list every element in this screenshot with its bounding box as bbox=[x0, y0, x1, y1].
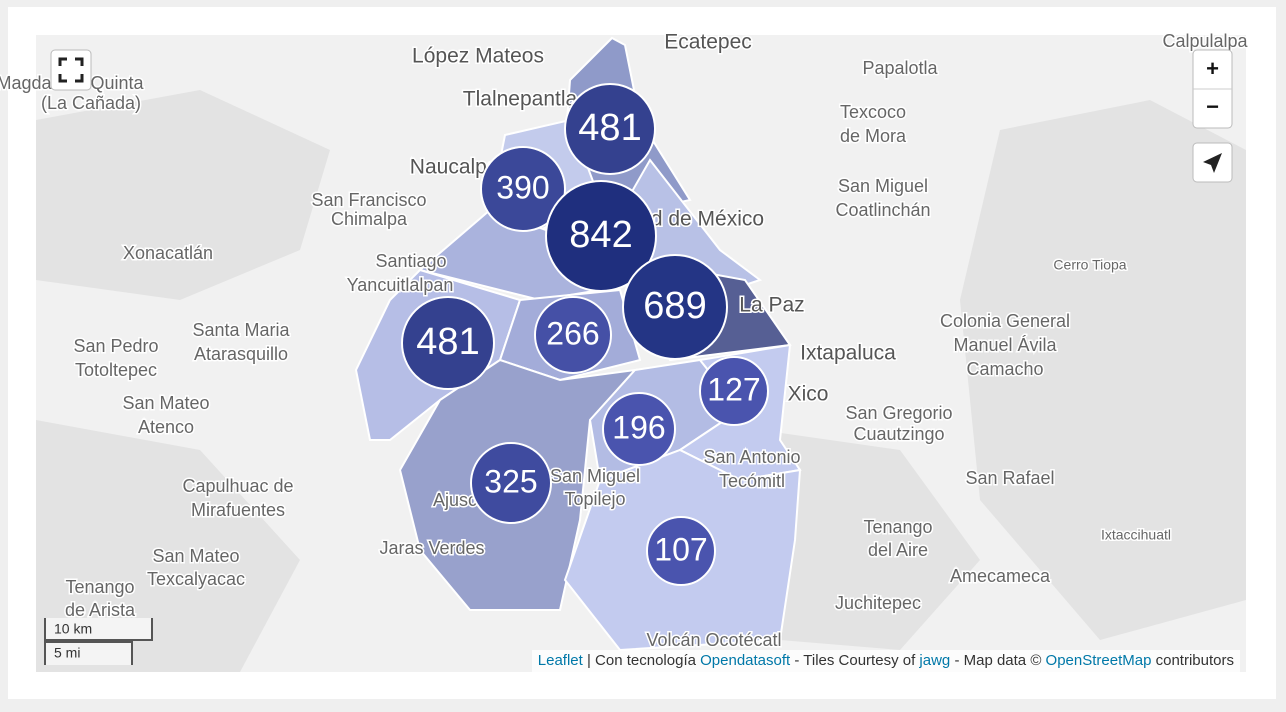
attr-text: - Map data © bbox=[950, 652, 1046, 669]
scale: 10 km 5 mi bbox=[44, 618, 153, 665]
cluster-marker[interactable] bbox=[545, 180, 657, 292]
place-label: San Mateo bbox=[122, 393, 209, 413]
scale-metric: 10 km bbox=[54, 621, 92, 637]
cluster-marker[interactable] bbox=[534, 296, 612, 374]
place-label: Ixtapaluca bbox=[800, 342, 896, 365]
cluster-count: 390 bbox=[496, 169, 549, 205]
place-label: Tenango bbox=[863, 517, 932, 537]
cluster-count: 266 bbox=[546, 315, 599, 351]
place-label: Ecatepec bbox=[664, 31, 752, 54]
locate-icon bbox=[1203, 153, 1222, 173]
attr-text: contributors bbox=[1151, 652, 1234, 669]
cluster-count: 127 bbox=[707, 371, 760, 407]
terrain bbox=[36, 90, 1246, 672]
cluster-count: 689 bbox=[643, 285, 706, 327]
place-label: Camacho bbox=[966, 359, 1043, 379]
place-label: Tlalnepantla bbox=[463, 88, 578, 111]
place-label: Capulhuac de bbox=[182, 476, 293, 496]
cluster-count: 325 bbox=[484, 463, 537, 499]
place-label: San Gregorio bbox=[845, 403, 952, 423]
cluster-marker[interactable] bbox=[480, 146, 566, 232]
scale-imperial-bar bbox=[44, 641, 133, 665]
place-label: Jaras Verdes bbox=[379, 538, 484, 558]
place-label: Texcoco bbox=[840, 102, 906, 122]
place-label: San Rafael bbox=[965, 468, 1054, 488]
cluster-marker[interactable] bbox=[699, 356, 769, 426]
attr-text: | Con tecnología bbox=[582, 652, 701, 669]
cluster-marker[interactable] bbox=[646, 516, 716, 586]
place-label: Chimalpa bbox=[331, 209, 408, 229]
scale-imperial: 5 mi bbox=[54, 645, 80, 661]
zoom-out[interactable]: − bbox=[1206, 94, 1219, 119]
place-label: de Mora bbox=[840, 126, 907, 146]
place-label: Amecameca bbox=[950, 566, 1051, 586]
place-label: del Aire bbox=[868, 540, 928, 560]
place-label: Santa Maria bbox=[192, 320, 290, 340]
place-label: Manuel Ávila bbox=[953, 335, 1057, 355]
place-label: La Paz bbox=[739, 294, 804, 317]
cluster-marker[interactable] bbox=[564, 83, 656, 175]
cluster-marker[interactable] bbox=[622, 254, 728, 360]
place-label: Cerro Tiopa bbox=[1053, 257, 1126, 273]
place-label: San Francisco bbox=[311, 190, 426, 210]
place-label: Calpulalpa bbox=[1162, 31, 1248, 51]
fullscreen-control[interactable] bbox=[50, 49, 92, 91]
cluster-count: 196 bbox=[612, 409, 665, 445]
place-label: Yancuitlalpan bbox=[347, 275, 454, 295]
link-leaflet[interactable]: Leaflet bbox=[537, 652, 583, 669]
place-label: Tenango bbox=[65, 577, 134, 597]
place-label: de Arista bbox=[65, 600, 136, 620]
place-label: San Mateo bbox=[152, 546, 239, 566]
place-label: San Pedro bbox=[73, 336, 158, 356]
link-ods[interactable]: Opendatasoft bbox=[700, 652, 791, 669]
cluster-marker[interactable] bbox=[470, 442, 552, 524]
cluster-count: 842 bbox=[569, 214, 632, 256]
zoom-in[interactable]: + bbox=[1206, 56, 1219, 81]
place-label: Xonacatlán bbox=[123, 243, 213, 263]
place-label: San Miguel bbox=[550, 466, 640, 486]
scale-metric-bar bbox=[44, 618, 153, 641]
place-label: Mirafuentes bbox=[191, 500, 285, 520]
zoom-control: + − bbox=[1192, 49, 1233, 183]
cluster-count: 481 bbox=[416, 321, 479, 363]
place-label: Volcán Ocotécatl bbox=[646, 630, 781, 650]
link-osm[interactable]: OpenStreetMap bbox=[1045, 652, 1152, 669]
place-label: (La Cañada) bbox=[41, 93, 141, 113]
fullscreen-icon bbox=[58, 57, 84, 83]
place-label: Xico bbox=[788, 383, 829, 406]
place-label: San Antonio bbox=[703, 447, 800, 467]
place-label: Topilejo bbox=[564, 489, 625, 509]
place-label: Coatlinchán bbox=[835, 200, 930, 220]
place-label: Tecómitl bbox=[719, 471, 785, 491]
place-label: Ixtaccihuatl bbox=[1101, 527, 1171, 543]
link-jawg[interactable]: jawg bbox=[919, 652, 951, 669]
place-label: Juchitepec bbox=[835, 593, 921, 613]
cluster-count: 481 bbox=[578, 107, 641, 149]
place-label: Texcalyacac bbox=[147, 569, 245, 589]
place-label: Santiago bbox=[375, 251, 446, 271]
cluster-marker[interactable] bbox=[602, 392, 676, 466]
place-label: Totoltepec bbox=[75, 360, 157, 380]
place-label: Papalotla bbox=[862, 58, 938, 78]
cluster-marker[interactable] bbox=[401, 296, 495, 390]
fullscreen-button[interactable] bbox=[50, 49, 92, 91]
place-label: Colonia General bbox=[940, 311, 1070, 331]
place-label: Atarasquillo bbox=[194, 344, 288, 364]
place-label: Cuautzingo bbox=[853, 424, 944, 444]
clusters: 481 390 842 689 481 266 196 127 325 107 bbox=[401, 83, 769, 586]
place-label: Atenco bbox=[138, 417, 194, 437]
place-label: San Miguel bbox=[838, 176, 928, 196]
attr-text: - Tiles Courtesy of bbox=[790, 652, 920, 669]
place-label: López Mateos bbox=[412, 45, 544, 68]
attribution: Leaflet | Con tecnología Opendatasoft - … bbox=[531, 650, 1240, 672]
cluster-count: 107 bbox=[654, 531, 707, 567]
